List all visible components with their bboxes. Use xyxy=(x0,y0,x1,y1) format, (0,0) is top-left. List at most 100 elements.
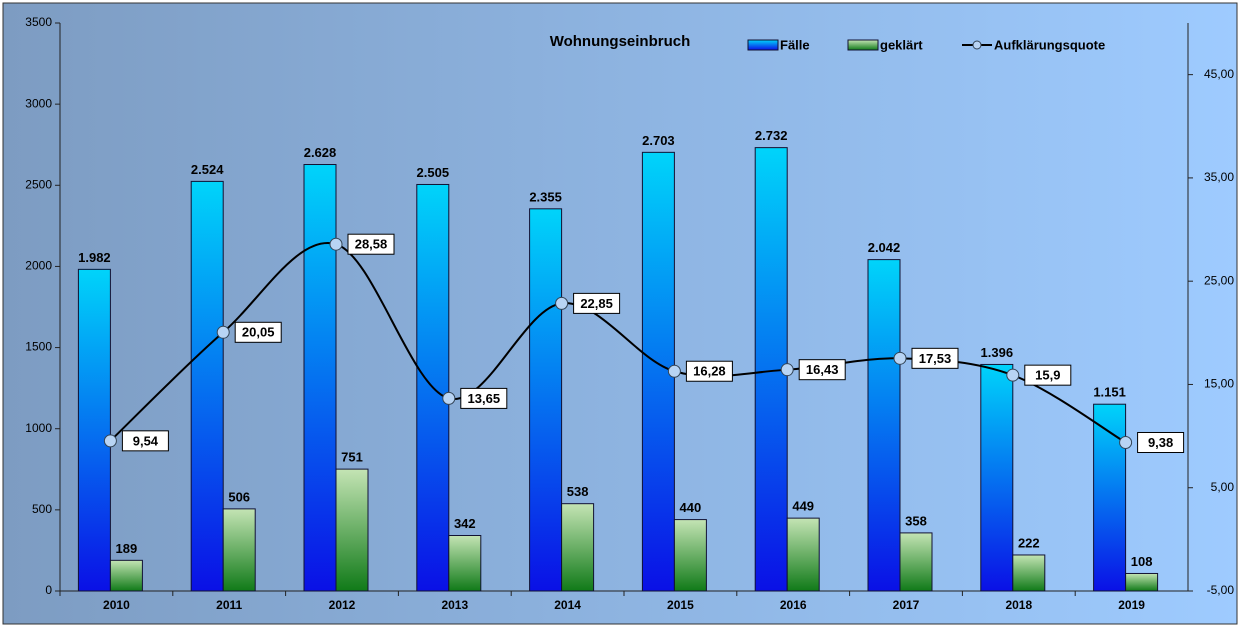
value-label-box xyxy=(121,430,169,452)
x-tick-label: 2019 xyxy=(1118,598,1145,612)
y-tick-label: 1000 xyxy=(25,421,52,435)
value-label: 1.396 xyxy=(981,345,1014,360)
value-label: 440 xyxy=(680,500,702,515)
y-tick-label: 1500 xyxy=(25,340,52,354)
value-label: 751 xyxy=(341,450,363,465)
bar xyxy=(190,180,224,592)
x-tick-label: 2012 xyxy=(329,598,356,612)
bar xyxy=(222,508,256,592)
y2-tick-label: -5,00 xyxy=(1207,583,1235,597)
line-marker xyxy=(667,364,681,378)
legend-label: Aufklärungsquote xyxy=(994,37,1105,52)
value-label: 189 xyxy=(116,541,138,556)
line-marker xyxy=(780,363,794,377)
value-label-box xyxy=(347,233,395,255)
bar xyxy=(109,559,143,592)
value-label: 28,58 xyxy=(355,237,388,252)
value-label: 449 xyxy=(792,499,814,514)
value-label: 9,38 xyxy=(1148,435,1173,450)
y2-tick-label: 45,00 xyxy=(1204,67,1234,81)
y2-tick-label: 25,00 xyxy=(1204,273,1234,287)
value-label: 108 xyxy=(1131,554,1153,569)
legend-marker xyxy=(972,40,982,50)
y2-tick-label: 5,00 xyxy=(1211,480,1235,494)
y-tick-label: 3000 xyxy=(25,96,52,110)
value-label: 9,54 xyxy=(133,433,159,448)
value-label: 2.524 xyxy=(191,162,224,177)
x-tick-label: 2017 xyxy=(893,598,920,612)
value-label: 358 xyxy=(905,513,927,528)
value-label: 1.982 xyxy=(78,250,111,265)
value-label: 13,65 xyxy=(468,391,501,406)
bar xyxy=(529,208,563,592)
line-marker xyxy=(329,237,343,251)
value-label: 222 xyxy=(1018,535,1040,550)
value-label: 15,9 xyxy=(1035,368,1060,383)
legend-label: Fälle xyxy=(780,37,810,52)
y-tick-label: 3500 xyxy=(25,15,52,29)
value-label: 22,85 xyxy=(580,296,613,311)
line-marker xyxy=(442,391,456,405)
bar xyxy=(1012,554,1046,592)
legend-swatch xyxy=(747,39,779,51)
line-marker xyxy=(1119,435,1133,449)
value-label: 2.042 xyxy=(868,240,901,255)
bar xyxy=(335,468,369,592)
y2-tick-label: 15,00 xyxy=(1204,377,1234,391)
bar xyxy=(1125,572,1159,592)
line-marker xyxy=(1006,368,1020,382)
bar xyxy=(77,268,111,592)
x-tick-label: 2015 xyxy=(667,598,694,612)
y-tick-label: 2500 xyxy=(25,177,52,191)
y-tick-label: 2000 xyxy=(25,259,52,273)
x-tick-label: 2016 xyxy=(780,598,807,612)
chart-title: Wohnungseinbruch xyxy=(550,33,691,50)
value-label: 538 xyxy=(567,484,589,499)
x-tick-label: 2014 xyxy=(554,598,581,612)
value-label: 16,28 xyxy=(693,364,726,379)
value-label: 2.628 xyxy=(304,145,337,160)
x-tick-label: 2010 xyxy=(103,598,130,612)
line-marker xyxy=(555,296,569,310)
bar xyxy=(673,519,707,592)
value-label: 2.355 xyxy=(529,189,562,204)
bar xyxy=(899,532,933,592)
line-marker xyxy=(103,434,117,448)
value-label: 1.151 xyxy=(1093,385,1126,400)
y2-tick-label: 35,00 xyxy=(1204,170,1234,184)
bar xyxy=(448,534,482,592)
value-label-box xyxy=(911,347,959,369)
line-marker xyxy=(216,325,230,339)
value-label-box xyxy=(573,292,621,314)
bar xyxy=(980,363,1014,592)
value-label: 20,05 xyxy=(242,325,275,340)
value-label-box xyxy=(798,359,846,381)
legend-label: geklärt xyxy=(880,37,923,52)
bar xyxy=(561,503,595,592)
value-label-box xyxy=(1024,364,1072,386)
value-label: 2.703 xyxy=(642,133,675,148)
value-label: 16,43 xyxy=(806,362,839,377)
bar xyxy=(303,164,337,592)
x-tick-label: 2011 xyxy=(216,598,242,612)
value-label-box xyxy=(1137,431,1185,453)
legend-swatch xyxy=(847,39,879,51)
bar xyxy=(786,517,820,592)
value-label: 342 xyxy=(454,516,476,531)
x-tick-label: 2018 xyxy=(1005,598,1032,612)
value-label: 2.732 xyxy=(755,128,788,143)
value-label-box xyxy=(685,360,733,382)
line-marker xyxy=(893,351,907,365)
value-label: 506 xyxy=(228,489,250,504)
y-tick-label: 500 xyxy=(32,502,52,516)
bar xyxy=(867,259,901,592)
x-tick-label: 2013 xyxy=(441,598,468,612)
bar xyxy=(1093,403,1127,592)
value-label-box xyxy=(234,321,282,343)
value-label-box xyxy=(460,387,508,409)
value-label: 17,53 xyxy=(919,351,952,366)
y-tick-label: 0 xyxy=(45,583,52,597)
value-label: 2.505 xyxy=(417,165,450,180)
